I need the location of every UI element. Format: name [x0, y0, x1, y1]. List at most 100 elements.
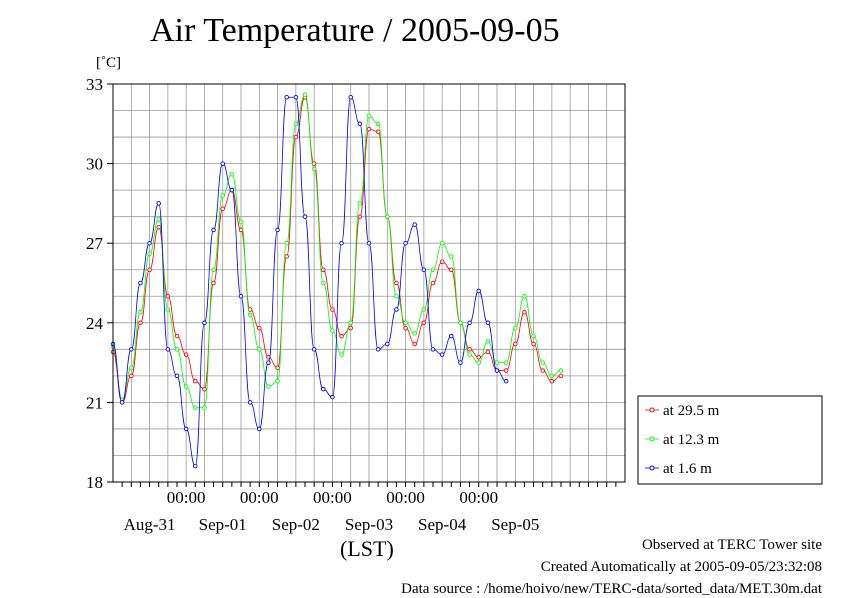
data-point: [458, 360, 463, 365]
data-point: [476, 355, 481, 360]
data-point: [247, 312, 253, 318]
data-point: [339, 352, 344, 357]
data-point: [513, 325, 518, 331]
data-point: [494, 360, 500, 365]
y-axis-unit-label: [˚C]: [96, 55, 121, 71]
data-point: [430, 280, 436, 286]
data-point: [321, 280, 326, 286]
x-date-label: Sep-04: [418, 515, 467, 534]
data-point: [449, 254, 454, 259]
x-date-label: Aug-31: [124, 515, 176, 534]
data-point: [412, 341, 417, 347]
x-axis-label: (LST): [340, 536, 394, 561]
data-point: [421, 267, 427, 272]
data-point: [129, 365, 134, 371]
data-point: [503, 378, 509, 384]
data-point: [275, 227, 280, 233]
data-point: [375, 129, 381, 135]
data-point: [385, 341, 390, 347]
data-point: [202, 320, 207, 326]
x-date-label: Sep-01: [199, 515, 247, 534]
y-tick-label: 18: [86, 473, 103, 492]
data-point: [403, 240, 408, 246]
data-point: [284, 254, 289, 259]
data-point: [522, 309, 527, 315]
data-point: [430, 267, 436, 272]
legend-label: at 29.5 m: [663, 403, 720, 419]
legend-label: at 12.3 m: [663, 432, 720, 448]
data-point: [183, 384, 189, 389]
data-point: [266, 355, 271, 360]
data-point: [348, 325, 353, 331]
data-point: [540, 360, 545, 365]
data-point: [357, 214, 363, 219]
data-point: [439, 259, 445, 265]
data-point: [449, 267, 454, 272]
y-tick-label: 27: [86, 234, 104, 253]
data-point: [238, 227, 244, 233]
data-point: [229, 187, 235, 193]
data-point: [385, 214, 390, 219]
data-point: [266, 384, 271, 389]
data-point: [193, 378, 198, 384]
data-point: [357, 201, 363, 206]
data-point: [257, 426, 262, 432]
data-point: [174, 373, 180, 379]
x-time-label: 00:00: [313, 488, 352, 507]
data-point: [394, 280, 399, 286]
data-point: [156, 201, 161, 206]
data-point: [165, 294, 171, 299]
data-point: [330, 307, 335, 312]
data-point: [138, 309, 143, 315]
data-point: [302, 92, 308, 97]
source-note: Data source : /home/hoivo/new/TERC-data/…: [401, 581, 822, 597]
data-point: [558, 368, 564, 373]
data-point: [211, 280, 216, 286]
data-point: [211, 227, 216, 233]
data-point: [522, 294, 527, 299]
chart-title: Air Temperature / 2005-09-05: [150, 12, 560, 49]
data-point: [321, 267, 326, 272]
data-point: [238, 219, 244, 225]
legend-label: at 1.6 m: [663, 461, 712, 477]
data-point: [330, 328, 335, 334]
data-point: [430, 347, 436, 352]
data-point: [266, 360, 271, 365]
y-tick-label: 33: [86, 75, 103, 94]
site-note: Observed at TERC Tower site: [641, 537, 822, 553]
data-point: [439, 352, 445, 357]
data-point: [549, 373, 555, 379]
data-point: [513, 341, 518, 347]
data-point: [129, 373, 134, 379]
data-point: [202, 386, 207, 392]
data-point: [485, 349, 491, 355]
legend-marker: [649, 465, 655, 471]
data-point: [540, 368, 545, 373]
data-point: [403, 325, 408, 331]
data-point: [339, 333, 344, 339]
data-point: [311, 347, 317, 352]
data-point: [348, 320, 353, 326]
data-point: [375, 347, 381, 352]
data-point: [284, 95, 289, 100]
series-line: [112, 96, 507, 467]
x-time-label: 00:00: [386, 488, 425, 507]
data-point: [476, 288, 481, 294]
data-point: [458, 320, 463, 326]
data-point: [174, 347, 180, 352]
data-point: [302, 214, 308, 219]
data-point: [156, 225, 161, 230]
data-point: [476, 360, 481, 365]
data-point: [293, 134, 299, 140]
data-point: [421, 320, 427, 326]
axes: 18 21 24 27 30 33 00:00 00:00 00:00 00:00 00:00 Aug…: [86, 75, 617, 534]
data-point: [366, 126, 372, 132]
data-point: [183, 426, 189, 432]
data-point: [293, 95, 299, 100]
data-point: [138, 320, 143, 326]
data-point: [366, 113, 372, 119]
data-point: [229, 171, 235, 177]
series-layer: [110, 92, 564, 469]
data-point: [311, 166, 317, 172]
